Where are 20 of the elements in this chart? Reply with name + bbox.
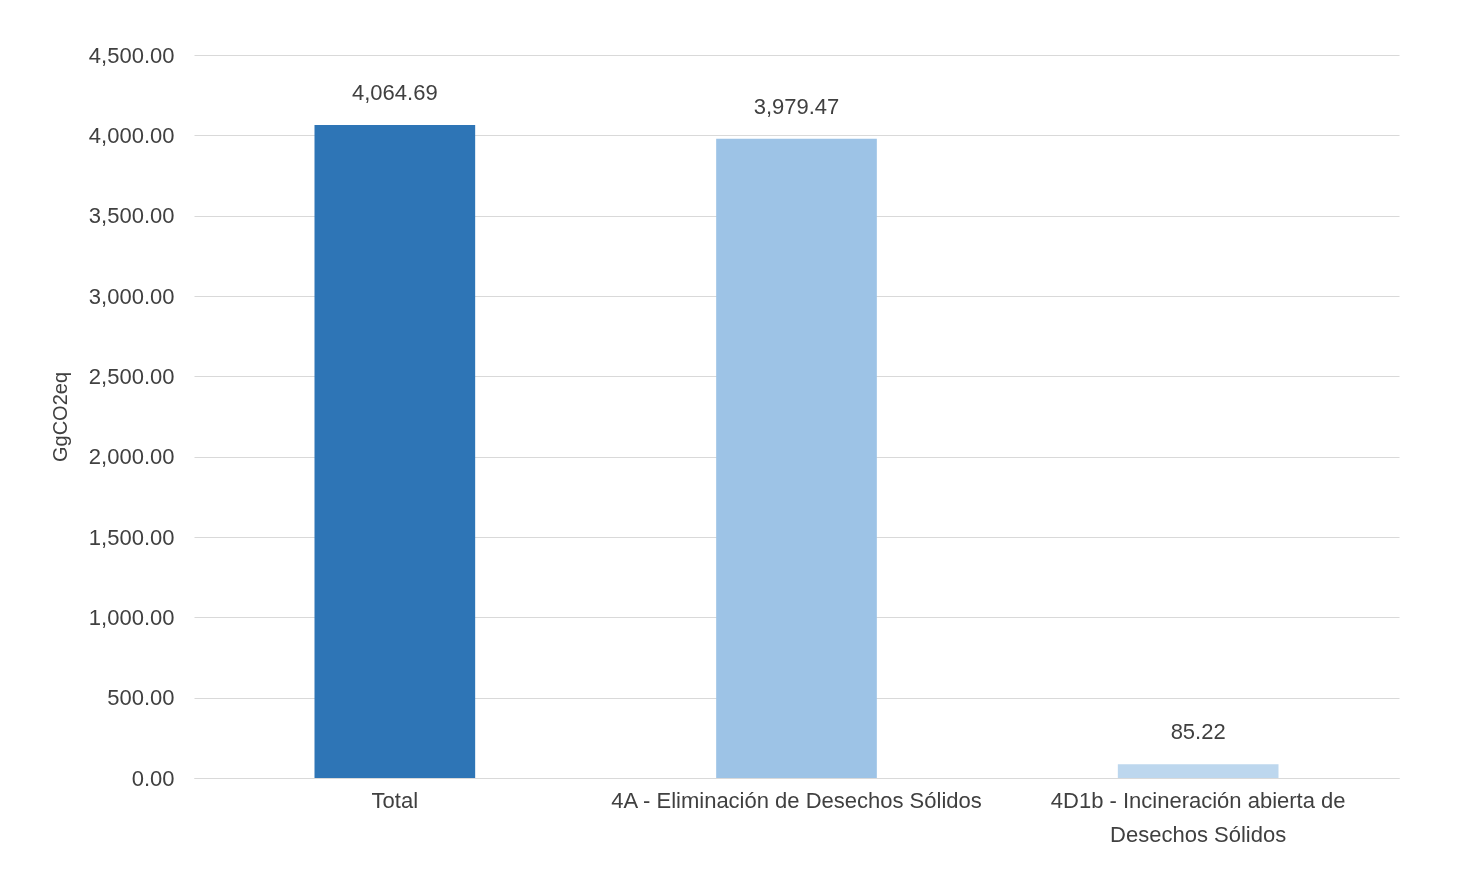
bar: [716, 138, 877, 778]
data-label: 4,064.69: [352, 79, 438, 105]
y-tick-label: 4,500.00: [88, 42, 175, 68]
y-axis-title: GgCO2eq: [48, 371, 71, 463]
y-tick-label: 500.00: [107, 685, 175, 711]
y-tick-label: 3,500.00: [88, 203, 175, 229]
data-label: 85.22: [1170, 719, 1226, 745]
y-tick-label: 0.00: [131, 765, 175, 791]
y-tick-label: 4,000.00: [88, 122, 175, 148]
y-tick-label: 3,000.00: [88, 283, 175, 309]
x-tick-label: Total: [371, 787, 419, 813]
y-tick-label: 1,500.00: [88, 524, 175, 550]
x-tick-label: 4D1b - Incineración abierta de Desechos Sólidos: [1050, 787, 1346, 847]
y-tick-label: 1,000.00: [88, 604, 175, 630]
x-tick-label: 4A - Eliminación de Desechos Sólidos: [611, 787, 982, 813]
bar: [314, 124, 476, 778]
data-label: 3,979.47: [753, 93, 840, 119]
bar: [1117, 764, 1279, 778]
y-tick-label: 2,500.00: [88, 363, 175, 389]
y-tick-label: 2,000.00: [88, 444, 175, 470]
